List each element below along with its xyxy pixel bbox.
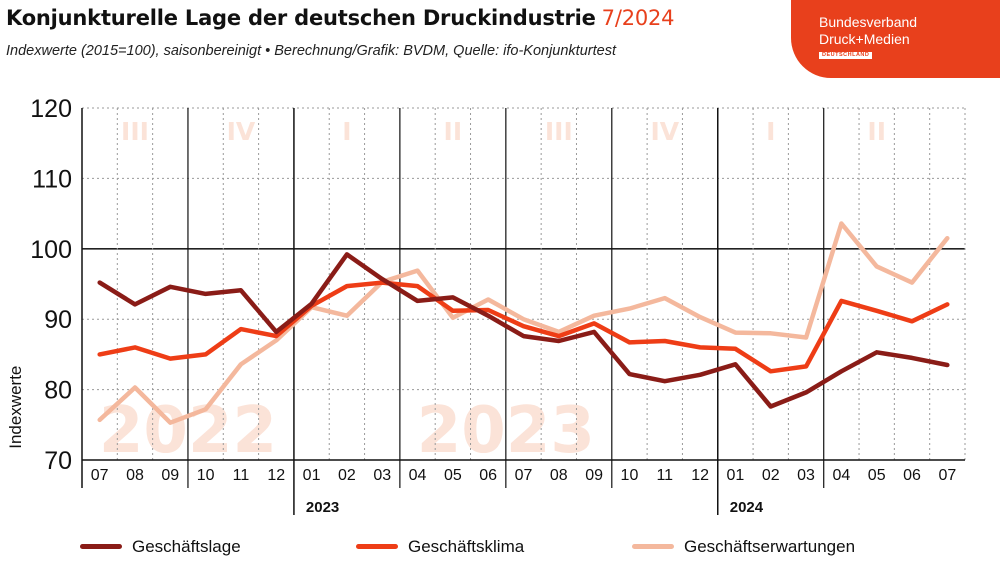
- quarter-label-1: IV: [227, 117, 256, 146]
- x-tick-label-8: 03: [373, 467, 391, 484]
- quarter-label-4: III: [545, 117, 573, 146]
- x-tick-label-1: 08: [126, 467, 144, 484]
- series-line-geschaeftserwartungen: [97, 221, 950, 425]
- quarter-label-0: III: [121, 117, 149, 146]
- x-tick-label-3: 10: [197, 467, 215, 484]
- bvdm-logo: Bundesverband Druck+Medien DEUTSCHLAND: [791, 0, 1000, 78]
- x-tick-label-17: 12: [691, 467, 709, 484]
- line-chart: 2022 2023 III IV I II III IV I II 70809010011012…: [6, 95, 966, 516]
- chart-title-text: Konjunkturelle Lage der deutschen Drucki…: [6, 6, 596, 30]
- logo-line-2: Druck+Medien: [819, 31, 910, 47]
- year-label-2023: 2023: [306, 499, 339, 516]
- legend-label-geschaeftserwartungen: Geschäftserwartungen: [684, 537, 856, 556]
- series-line-geschaeftslage: [97, 252, 950, 409]
- chart-title: Konjunkturelle Lage der deutschen Drucki…: [6, 6, 675, 30]
- y-tick-label-80: 80: [44, 377, 72, 405]
- x-tick-label-13: 08: [550, 467, 568, 484]
- series-layer: [97, 221, 950, 425]
- quarter-label-7: II: [867, 117, 886, 146]
- x-tick-label-12: 07: [515, 467, 533, 484]
- watermark-layer: 2022 2023: [99, 394, 595, 468]
- x-tick-label-24: 07: [938, 467, 956, 484]
- y-tick-label-100: 100: [30, 236, 72, 264]
- logo-line-1: Bundesverband: [819, 14, 918, 30]
- x-tick-label-21: 04: [832, 467, 850, 484]
- series-line-geschaeftsklima: [97, 280, 950, 374]
- legend: Geschäftslage Geschäftsklima Geschäftser…: [0, 532, 1000, 562]
- x-tick-label-10: 05: [444, 467, 462, 484]
- x-tick-label-4: 11: [233, 467, 250, 484]
- y-tick-label-90: 90: [44, 306, 72, 334]
- legend-label-geschaeftsklima: Geschäftsklima: [408, 537, 525, 556]
- x-tick-label-5: 12: [267, 467, 285, 484]
- quarter-label-2: I: [342, 117, 351, 146]
- y-tick-label-110: 110: [32, 165, 72, 193]
- x-tick-label-20: 03: [797, 467, 815, 484]
- x-tick-label-2: 09: [161, 467, 179, 484]
- x-tick-label-0: 07: [91, 467, 109, 484]
- year-label-2024: 2024: [730, 499, 764, 516]
- x-tick-label-19: 02: [762, 467, 780, 484]
- x-tick-label-9: 04: [409, 467, 427, 484]
- x-tick-label-11: 06: [479, 467, 497, 484]
- legend-label-geschaeftslage: Geschäftslage: [132, 537, 241, 556]
- legend-swatch-geschaeftsklima: [356, 544, 398, 549]
- y-tick-label-120: 120: [30, 95, 72, 123]
- x-tick-label-22: 05: [868, 467, 886, 484]
- chart-subtitle: Indexwerte (2015=100), saisonbereinigt •…: [6, 43, 616, 59]
- x-tick-label-18: 01: [727, 467, 745, 484]
- chart-title-date: 7/2024: [601, 6, 675, 30]
- legend-swatch-geschaeftserwartungen: [632, 544, 674, 549]
- x-tick-label-7: 02: [338, 467, 356, 484]
- y-tick-label-70: 70: [44, 447, 72, 475]
- quarter-label-6: I: [766, 117, 775, 146]
- logo-line-3: DEUTSCHLAND: [819, 52, 873, 59]
- y-axis-title: Indexwerte: [6, 366, 25, 449]
- x-tick-label-16: 11: [656, 467, 673, 484]
- x-tick-label-15: 10: [621, 467, 639, 484]
- legend-swatch-geschaeftslage: [80, 544, 122, 549]
- axis-layer: 70 80 90 100 110 120 Indexwerte 07 08 09 10 11 12 01 0…: [6, 95, 965, 516]
- quarter-label-3: II: [444, 117, 463, 146]
- x-tick-label-6: 01: [303, 467, 321, 484]
- x-tick-label-23: 06: [903, 467, 921, 484]
- quarter-label-5: IV: [650, 117, 679, 146]
- quarter-label-layer: III IV I II III IV I II: [121, 117, 886, 146]
- x-tick-label-14: 09: [585, 467, 603, 484]
